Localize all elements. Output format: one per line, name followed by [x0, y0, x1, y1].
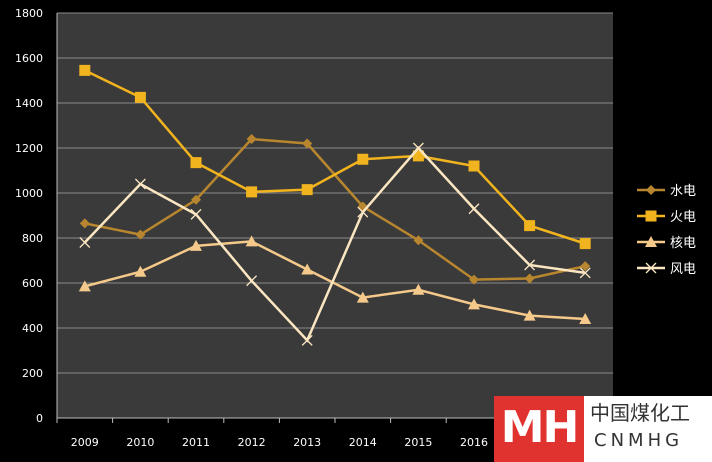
y-tick-label: 0 — [36, 412, 43, 425]
y-tick-label: 1400 — [15, 97, 43, 110]
data-point-s1-8 — [524, 220, 536, 232]
x-tick-label: 2014 — [349, 436, 377, 449]
data-point-s2-0 — [78, 280, 91, 292]
legend-marker-3 — [645, 262, 657, 274]
x-tick-label: 2010 — [126, 436, 154, 449]
y-tick-label: 1800 — [15, 7, 43, 20]
data-point-s3-2 — [190, 208, 202, 220]
data-point-s3-5 — [357, 206, 369, 218]
data-point-s2-4 — [301, 263, 314, 275]
data-point-s3-5-stroke — [357, 206, 369, 218]
data-point-s0-7 — [469, 274, 479, 285]
data-point-s3-7 — [468, 203, 480, 215]
data-point-s2-2 — [190, 239, 202, 251]
data-point-s1-2 — [190, 157, 202, 169]
data-point-s2-8 — [523, 309, 536, 321]
data-point-s3-4 — [301, 334, 313, 346]
data-point-s3-6 — [412, 142, 424, 154]
legend-marker-2 — [645, 236, 657, 247]
data-point-s1-9 — [579, 238, 591, 250]
data-point-s3-2-stroke — [190, 208, 202, 220]
x-tick-label: 2011 — [182, 436, 210, 449]
data-point-s3-3-stroke — [246, 275, 258, 287]
series-line-2 — [84, 240, 586, 321]
data-point-s3-8 — [524, 259, 536, 271]
y-tick-label: 400 — [22, 322, 43, 335]
data-point-s1-1 — [134, 91, 146, 103]
y-tick-label: 600 — [22, 277, 43, 290]
data-point-s1-7 — [468, 160, 480, 172]
legend-label-2: 核电 — [670, 236, 696, 251]
data-point-s3-8-stroke — [524, 259, 536, 271]
y-tick-label: 200 — [22, 367, 43, 380]
watermark-name-en: CNMHG — [594, 430, 684, 451]
data-point-s3-7-stroke — [468, 203, 480, 215]
data-point-s0-1 — [135, 229, 146, 240]
data-point-s0-2 — [191, 194, 201, 205]
data-point-s0-0 — [79, 218, 90, 229]
legend-label-1: 火电 — [670, 210, 696, 225]
data-point-s2-6 — [412, 283, 425, 295]
plot-area — [57, 13, 613, 418]
data-point-s1-3 — [246, 186, 258, 198]
x-tick-label: 2009 — [71, 436, 99, 449]
data-point-s3-0-stroke — [79, 237, 91, 248]
data-point-s2-5 — [356, 291, 369, 303]
data-point-s1-4 — [301, 184, 313, 196]
watermark-logo: MH — [494, 396, 584, 462]
data-point-s1-5 — [357, 153, 369, 165]
data-point-s3-1 — [134, 178, 146, 190]
data-point-s1-0 — [79, 64, 91, 76]
data-point-s2-9 — [579, 313, 592, 324]
legend-label-0: 水电 — [670, 184, 696, 199]
data-point-s3-3 — [246, 275, 258, 287]
data-point-s2-7 — [468, 298, 480, 310]
x-tick-label: 2016 — [460, 436, 488, 449]
x-tick-label: 2013 — [293, 436, 321, 449]
data-point-s0-9 — [580, 261, 591, 272]
data-point-s2-1 — [134, 265, 147, 277]
watermark: MH 中国煤化工 CNMHG — [494, 396, 712, 462]
data-point-s3-6-stroke — [412, 142, 424, 154]
data-point-s0-4 — [302, 138, 313, 149]
watermark-logo-text: MH — [500, 402, 580, 453]
y-tick-label: 1200 — [15, 142, 43, 155]
legend-marker-3-stroke — [645, 262, 657, 274]
legend-label-3: 风电 — [670, 262, 696, 277]
data-point-s3-1-stroke — [134, 178, 146, 190]
y-tick-label: 800 — [22, 232, 43, 245]
y-tick-label: 1600 — [15, 52, 43, 65]
data-point-s2-3 — [245, 235, 258, 247]
data-point-s3-9-stroke — [579, 267, 591, 279]
data-point-s3-4-stroke — [301, 334, 313, 346]
data-point-s3-0 — [79, 237, 91, 248]
x-tick-label: 2015 — [404, 436, 432, 449]
data-point-s0-3 — [246, 134, 257, 144]
legend-marker-1 — [645, 210, 657, 222]
series-line-3 — [83, 146, 586, 343]
y-tick-label: 1000 — [15, 187, 43, 200]
data-point-s1-6 — [412, 150, 424, 162]
data-point-s3-9 — [579, 267, 591, 279]
series-line-1 — [84, 69, 586, 245]
watermark-name-cn: 中国煤化工 — [590, 401, 690, 425]
data-point-s0-6 — [413, 235, 424, 246]
legend-marker-0 — [646, 185, 656, 195]
x-tick-label: 2012 — [238, 436, 266, 449]
data-point-s0-8 — [524, 273, 535, 284]
